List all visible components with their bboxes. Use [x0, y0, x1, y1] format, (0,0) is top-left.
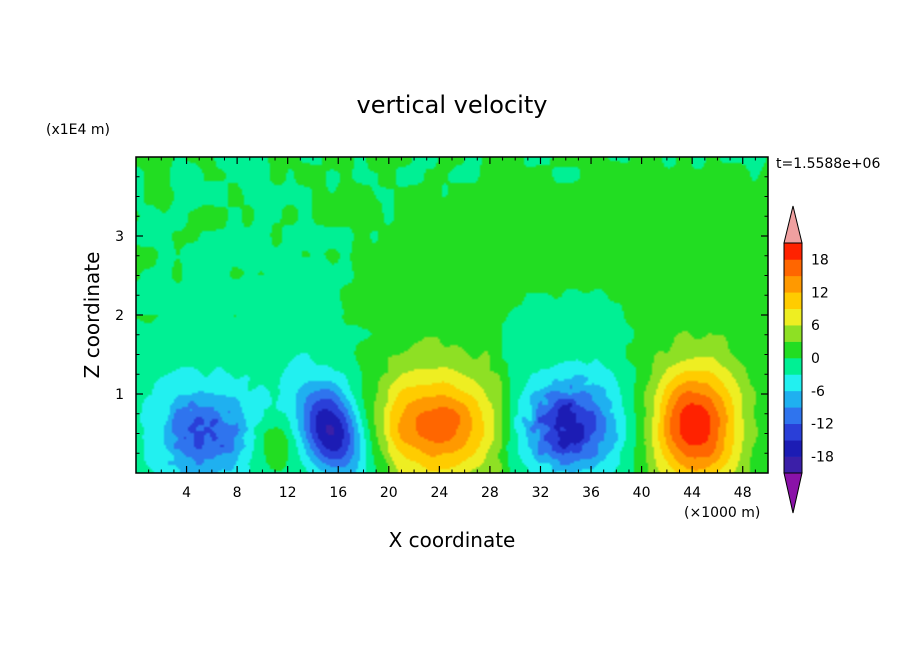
- x-tick-label: 12: [279, 485, 297, 501]
- colorbar-bin: [784, 243, 802, 260]
- colorbar-bin: [784, 423, 802, 441]
- x-tick-label: 40: [633, 485, 651, 501]
- colorbar-bin: [784, 440, 802, 457]
- time-label: t=1.5588e+06: [776, 156, 880, 172]
- colorbar-tick-label: 6: [811, 318, 820, 334]
- x-tick-label: 28: [481, 485, 499, 501]
- y-tick-label: 2: [115, 308, 124, 324]
- colorbar-under-triangle: [783, 472, 803, 514]
- y-tick-label: 1: [115, 387, 124, 403]
- contour-field: [136, 157, 768, 473]
- colorbar-bin: [784, 341, 802, 359]
- chart-title: vertical velocity: [357, 91, 548, 119]
- x-axis-label: X coordinate: [389, 528, 516, 552]
- colorbar-bin: [784, 275, 802, 293]
- colorbar-bin: [784, 259, 802, 277]
- colorbar-tick-label: 12: [811, 285, 829, 301]
- colorbar-bin: [784, 308, 802, 326]
- y-tick-label: 3: [115, 229, 124, 245]
- y-axis-ticks: 1 2 3: [115, 176, 768, 454]
- colorbar-bin: [784, 390, 802, 408]
- colorbar-bin: [784, 292, 802, 310]
- colorbar-tick-label: 0: [811, 351, 820, 367]
- colorbar-tick-label: 18: [811, 252, 829, 268]
- x-tick-label: 36: [582, 485, 600, 501]
- colorbar-bin: [784, 374, 802, 392]
- colorbar-bin: [784, 358, 802, 375]
- colorbar-tick-label: -18: [811, 450, 834, 466]
- y-axis-unit: (x1E4 m): [46, 122, 110, 138]
- x-tick-label: 48: [734, 485, 752, 501]
- x-tick-label: 24: [430, 485, 448, 501]
- x-axis-ticks: 4 8 12 16 20 24 28 32 36 40 44 48: [148, 157, 756, 501]
- x-tick-label: 16: [329, 485, 347, 501]
- colorbar-bin: [784, 456, 802, 474]
- x-tick-label: 8: [233, 485, 242, 501]
- x-tick-label: 44: [683, 485, 701, 501]
- x-axis-unit: (×1000 m): [684, 505, 760, 521]
- colorbar-over-triangle: [783, 205, 803, 244]
- x-tick-label: 20: [380, 485, 398, 501]
- colorbar-frame: [783, 242, 803, 474]
- contour-image: [136, 157, 768, 473]
- colorbar: 18 12 6 0 -6 -12 -18: [783, 205, 834, 514]
- colorbar-bin: [784, 407, 802, 425]
- colorbar-tick-label: -6: [811, 384, 825, 400]
- x-tick-label: 4: [182, 485, 191, 501]
- y-axis-label: Z coordinate: [80, 252, 104, 379]
- colorbar-bin: [784, 325, 802, 342]
- x-tick-label: 32: [532, 485, 550, 501]
- colorbar-tick-label: -12: [811, 417, 834, 433]
